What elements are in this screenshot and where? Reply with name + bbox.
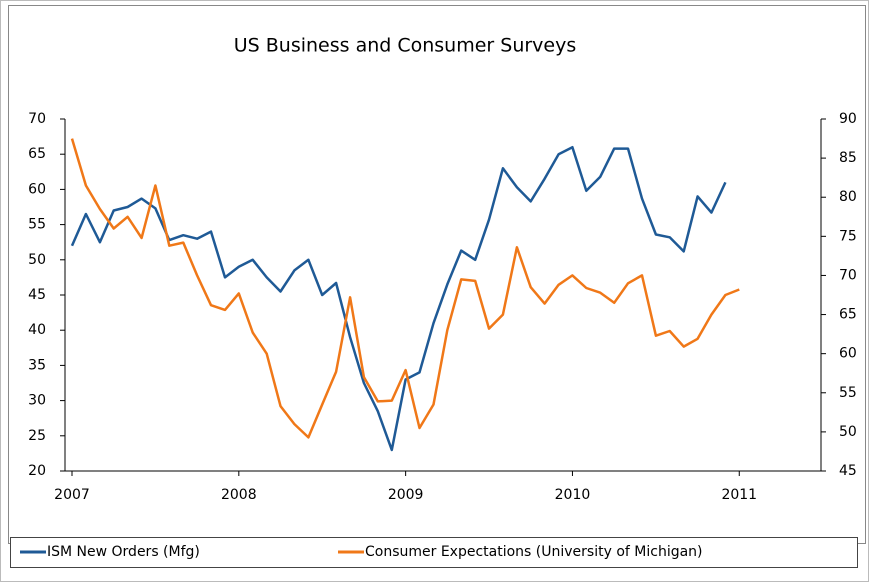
y-tick-label: 50: [28, 252, 46, 268]
x-tick-label: 2011: [721, 487, 757, 503]
y-tick-label: 40: [28, 322, 46, 338]
y-tick-label: 45: [28, 287, 46, 303]
x-tick-label: 2007: [54, 487, 90, 503]
y2-tick-label: 55: [839, 385, 857, 401]
series-line: [70, 138, 740, 439]
y2-tick-label: 45: [839, 463, 857, 479]
y-tick-label: 70: [28, 111, 46, 127]
y-tick-label: 20: [28, 463, 46, 479]
y-tick-label: 35: [28, 357, 46, 373]
series-line: [70, 145, 727, 452]
y-tick-label: 25: [28, 428, 46, 444]
y-tick-label: 30: [28, 393, 46, 409]
x-tick-label: 2009: [388, 487, 424, 503]
y2-tick-label: 50: [839, 424, 857, 440]
x-tick-label: 2010: [555, 487, 591, 503]
legend-label: Consumer Expectations (University of Mic…: [365, 544, 703, 560]
legend-label: ISM New Orders (Mfg): [47, 544, 200, 560]
y2-tick-label: 60: [839, 346, 857, 362]
y-tick-label: 60: [28, 181, 46, 197]
y2-tick-label: 85: [839, 150, 857, 166]
y2-tick-label: 65: [839, 307, 857, 323]
y2-tick-label: 80: [839, 189, 857, 205]
y2-tick-label: 70: [839, 267, 857, 283]
y-tick-label: 65: [28, 146, 46, 162]
y2-tick-label: 90: [839, 111, 857, 127]
x-tick-label: 2008: [221, 487, 257, 503]
y-tick-label: 55: [28, 217, 46, 233]
legend-box: [10, 537, 858, 568]
chart-title: US Business and Consumer Surveys: [234, 35, 577, 57]
y2-tick-label: 75: [839, 228, 857, 244]
